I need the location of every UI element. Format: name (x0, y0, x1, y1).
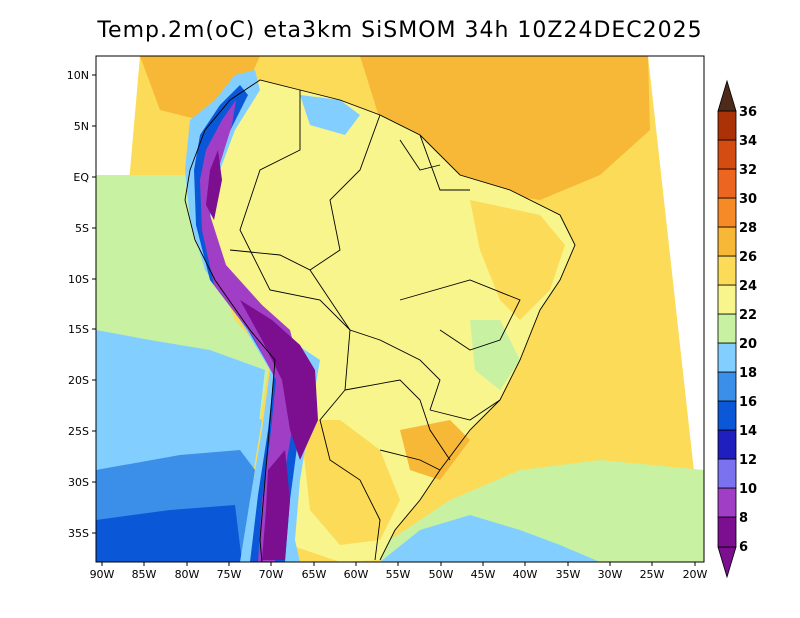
colorbar-segment (717, 458, 737, 489)
colorbar-label: 6 (739, 540, 748, 555)
lon-label: 85W (132, 568, 157, 581)
colorbar-label: 26 (739, 250, 757, 265)
colorbar-segment (717, 226, 737, 257)
colorbar-segment (717, 168, 737, 199)
colorbar-segment (717, 139, 737, 170)
lon-label: 40W (513, 568, 538, 581)
lon-label: 90W (90, 568, 115, 581)
colorbar-segment (717, 429, 737, 460)
lon-label: 45W (471, 568, 496, 581)
lon-label: 70W (259, 568, 284, 581)
colorbar-segment (717, 400, 737, 431)
lon-label: 75W (217, 568, 242, 581)
colorbar-segment (717, 342, 737, 373)
ocean-atlantic-warm-28 (360, 56, 650, 200)
lat-label: 5S (75, 222, 89, 235)
colorbar-segment (717, 255, 737, 286)
guiana-highlands-18 (300, 95, 360, 135)
colorbar-segment (717, 284, 737, 315)
colorbar-label: 18 (739, 366, 757, 381)
colorbar-label: 8 (739, 511, 748, 526)
lon-label: 65W (302, 568, 327, 581)
colorbar-segment (717, 371, 737, 402)
colorbar-label: 34 (739, 134, 757, 149)
lat-label: 5N (74, 120, 89, 133)
lat-label: 20S (68, 374, 89, 387)
andes-6-south (262, 450, 290, 560)
lat-label: 30S (68, 476, 89, 489)
colorbar-label: 36 (739, 105, 757, 120)
colorbar-segment (717, 516, 737, 548)
lat-label: 10N (67, 69, 89, 82)
lon-label: 35W (556, 568, 581, 581)
lon-labels: 90W 85W 80W 75W 70W 65W 60W 55W 50W 45W … (90, 568, 708, 581)
colorbar-label: 12 (739, 453, 757, 468)
lon-label: 25W (640, 568, 665, 581)
colorbar-label: 28 (739, 221, 757, 236)
colorbar-label: 20 (739, 337, 757, 352)
colorbar-label: 24 (739, 279, 757, 294)
colorbar-label: 30 (739, 192, 757, 207)
continent-warm-26-south (300, 420, 400, 545)
lat-label: 15S (68, 323, 89, 336)
ocean-atlantic-20 (380, 515, 600, 562)
colorbar-label: 10 (739, 482, 757, 497)
colorbar-label: 14 (739, 424, 757, 439)
continent-warm-26-east (470, 200, 565, 320)
andes-6-north (206, 150, 222, 220)
lat-label: EQ (73, 171, 89, 184)
colorbar-label: 16 (739, 395, 757, 410)
ocean-pacific-cool-14 (96, 505, 242, 562)
lon-label: 55W (386, 568, 411, 581)
colorbar-segment (717, 487, 737, 518)
lon-label: 60W (344, 568, 369, 581)
colorbar-top-arrow (717, 79, 737, 112)
colorbar-label: 32 (739, 163, 757, 178)
lon-label: 50W (429, 568, 454, 581)
colorbar (717, 79, 737, 579)
lat-labels: 10N 5N EQ 5S 10S 15S 20S 25S 30S 35S (67, 69, 90, 540)
lon-label: 30W (598, 568, 623, 581)
lat-label: 35S (68, 527, 89, 540)
colorbar-segment (717, 110, 737, 141)
andes-6-altiplano (240, 300, 318, 460)
lon-label: 80W (175, 568, 200, 581)
lat-label: 10S (68, 273, 89, 286)
colorbar-labels: 6 8 10 12 14 16 18 20 22 24 26 28 30 32 … (739, 105, 757, 555)
lat-label: 25S (68, 425, 89, 438)
colorbar-segment (717, 197, 737, 228)
country-borders (184, 79, 576, 562)
lon-axis (101, 562, 696, 566)
brazil-highlands-20 (470, 320, 520, 390)
colorbar-segment (717, 313, 737, 344)
lon-label: 20W (683, 568, 708, 581)
colorbar-bottom-arrow (717, 546, 737, 579)
continent-warm-26-southbr (400, 420, 470, 480)
lat-axis (92, 74, 96, 534)
andes-10 (200, 100, 300, 562)
colorbar-label: 22 (739, 308, 757, 323)
map-frame (95, 55, 705, 563)
map-title: Temp.2m(oC) eta3km SiSMOM 34h 10Z24DEC20… (97, 18, 703, 43)
